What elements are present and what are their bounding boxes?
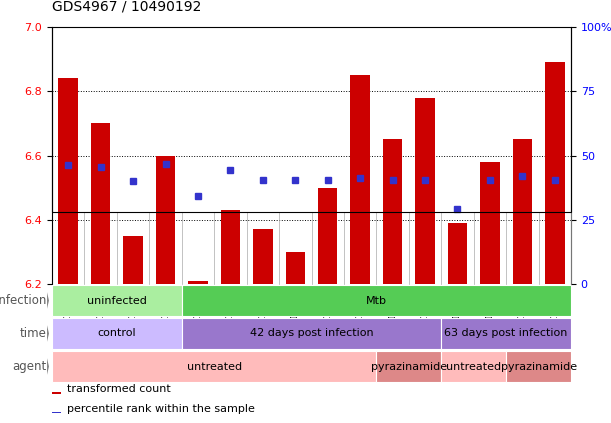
Polygon shape bbox=[47, 358, 49, 375]
Bar bbox=[441, 318, 571, 349]
Bar bbox=[513, 140, 532, 284]
Text: pyrazinamide: pyrazinamide bbox=[371, 362, 447, 371]
Bar bbox=[221, 210, 240, 284]
Text: GDS4967 / 10490192: GDS4967 / 10490192 bbox=[52, 0, 202, 14]
Bar bbox=[253, 229, 273, 284]
Bar bbox=[52, 412, 61, 413]
Bar bbox=[545, 62, 565, 284]
Polygon shape bbox=[47, 292, 49, 309]
Text: percentile rank within the sample: percentile rank within the sample bbox=[67, 404, 254, 414]
Bar bbox=[181, 285, 571, 316]
Bar bbox=[383, 140, 402, 284]
Bar bbox=[181, 318, 441, 349]
Bar bbox=[52, 351, 376, 382]
Bar bbox=[52, 285, 181, 316]
Bar bbox=[285, 252, 305, 284]
Text: control: control bbox=[98, 329, 136, 338]
Bar bbox=[351, 75, 370, 284]
Bar bbox=[506, 351, 571, 382]
Bar bbox=[318, 188, 337, 284]
Text: Mtb: Mtb bbox=[366, 296, 387, 305]
Bar bbox=[52, 318, 181, 349]
Text: uninfected: uninfected bbox=[87, 296, 147, 305]
Text: time: time bbox=[20, 327, 47, 340]
Text: untreated: untreated bbox=[186, 362, 242, 371]
Bar bbox=[415, 98, 435, 284]
Bar bbox=[59, 78, 78, 284]
Polygon shape bbox=[47, 325, 49, 342]
Bar bbox=[188, 281, 208, 284]
Bar bbox=[123, 236, 143, 284]
Text: agent: agent bbox=[13, 360, 47, 373]
Text: 63 days post infection: 63 days post infection bbox=[444, 329, 568, 338]
Bar bbox=[441, 351, 506, 382]
Text: 42 days post infection: 42 days post infection bbox=[250, 329, 373, 338]
Bar bbox=[480, 162, 500, 284]
Text: transformed count: transformed count bbox=[67, 384, 170, 394]
Bar bbox=[156, 156, 175, 284]
Text: pyrazinamide: pyrazinamide bbox=[500, 362, 577, 371]
Bar bbox=[448, 223, 467, 284]
Text: infection: infection bbox=[0, 294, 47, 307]
Bar bbox=[52, 392, 61, 394]
Text: untreated: untreated bbox=[446, 362, 501, 371]
Bar bbox=[376, 351, 441, 382]
Bar bbox=[91, 124, 111, 284]
